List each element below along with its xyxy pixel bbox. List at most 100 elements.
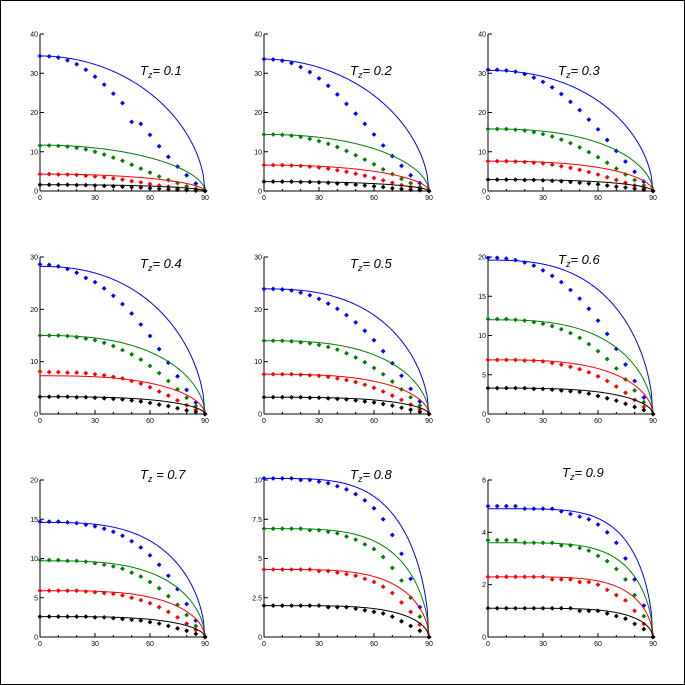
data-point-black xyxy=(595,608,601,614)
data-point-black xyxy=(353,182,359,188)
data-point-blue xyxy=(408,386,414,392)
data-point-blue xyxy=(156,143,162,149)
y-tick-label: 10 xyxy=(30,149,38,156)
data-point-black xyxy=(613,613,619,619)
x-tick-label: 90 xyxy=(425,641,433,648)
data-point-black xyxy=(110,183,116,189)
data-point-red xyxy=(92,589,98,595)
data-point-red xyxy=(37,171,43,177)
data-point-black xyxy=(485,177,491,183)
data-point-black xyxy=(604,183,610,188)
data-point-green xyxy=(604,160,610,166)
data-point-black xyxy=(408,187,414,193)
curve-black xyxy=(264,605,430,638)
data-point-blue xyxy=(380,516,386,522)
data-point-black xyxy=(641,626,647,632)
data-point-red xyxy=(577,167,583,173)
x-tick-label: 90 xyxy=(425,195,433,202)
data-point-green xyxy=(485,537,491,543)
data-point-black xyxy=(307,395,313,401)
data-point-red xyxy=(522,358,528,364)
data-point-black xyxy=(74,614,80,619)
data-point-black xyxy=(632,186,638,192)
data-point-red xyxy=(586,169,592,175)
data-point-red xyxy=(74,370,80,376)
data-point-red xyxy=(37,588,43,594)
data-point-blue xyxy=(595,522,601,527)
data-point-blue xyxy=(65,57,70,63)
data-point-black xyxy=(92,614,98,620)
data-point-red xyxy=(55,588,61,594)
data-point-black xyxy=(577,389,583,395)
data-point-green xyxy=(307,340,313,346)
data-point-red xyxy=(399,397,404,403)
data-point-red xyxy=(632,608,638,614)
data-point-green xyxy=(485,316,491,322)
data-point-red xyxy=(101,174,107,180)
data-point-black xyxy=(101,395,107,401)
data-point-black xyxy=(138,618,144,623)
data-point-green xyxy=(147,170,153,175)
data-point-blue xyxy=(513,257,518,263)
data-point-black xyxy=(147,619,153,625)
data-point-black xyxy=(193,188,199,194)
data-point-red xyxy=(101,372,107,378)
data-point-red xyxy=(110,176,116,181)
data-point-black xyxy=(494,605,500,611)
data-point-black xyxy=(202,634,208,640)
data-point-blue xyxy=(110,293,116,299)
data-point-red xyxy=(110,374,116,380)
data-point-black xyxy=(46,182,52,188)
data-point-blue xyxy=(270,476,276,481)
data-point-blue xyxy=(577,107,583,113)
data-point-green xyxy=(46,143,52,148)
data-point-red xyxy=(540,161,546,166)
data-point-black xyxy=(577,180,583,186)
data-point-black xyxy=(138,399,144,404)
data-point-red xyxy=(353,379,359,385)
x-tick-label: 30 xyxy=(91,641,99,648)
data-point-blue xyxy=(101,526,107,532)
data-point-green xyxy=(344,148,349,154)
data-point-red xyxy=(613,384,619,389)
data-point-black xyxy=(129,397,135,403)
x-tick-label: 60 xyxy=(370,195,378,202)
data-point-black xyxy=(513,177,518,183)
data-point-blue xyxy=(494,255,500,261)
data-point-black xyxy=(184,407,190,413)
data-point-green xyxy=(503,537,509,543)
data-point-green xyxy=(325,344,331,350)
data-point-blue xyxy=(522,260,528,265)
data-point-blue xyxy=(623,556,628,561)
data-point-blue xyxy=(540,79,546,85)
data-point-green xyxy=(613,366,619,371)
data-point-green xyxy=(513,537,518,543)
y-tick-label: 15 xyxy=(478,294,486,301)
data-point-black xyxy=(175,405,180,411)
data-point-blue xyxy=(138,121,144,127)
x-tick-label: 60 xyxy=(594,418,602,425)
data-point-black xyxy=(202,411,208,417)
data-point-red xyxy=(55,172,61,177)
data-point-green xyxy=(120,347,125,353)
data-point-red xyxy=(175,397,180,403)
data-point-black xyxy=(586,608,592,614)
data-point-green xyxy=(485,126,491,132)
data-point-blue xyxy=(623,362,628,367)
data-point-black xyxy=(46,394,52,400)
data-point-red xyxy=(129,378,135,384)
data-point-black xyxy=(549,178,555,184)
data-point-green xyxy=(623,577,628,582)
data-point-black xyxy=(325,395,331,401)
panel-title: Tz= 0.6 xyxy=(558,252,600,269)
data-point-blue xyxy=(362,121,368,127)
data-point-blue xyxy=(110,529,116,535)
data-point-green xyxy=(138,574,144,579)
curve-green xyxy=(264,528,430,638)
data-point-green xyxy=(74,558,80,564)
y-tick-label: 7.5 xyxy=(252,517,262,524)
data-point-black xyxy=(399,618,404,624)
data-point-green xyxy=(586,149,592,155)
x-tick-label: 0 xyxy=(38,641,42,648)
data-point-green xyxy=(568,140,573,146)
